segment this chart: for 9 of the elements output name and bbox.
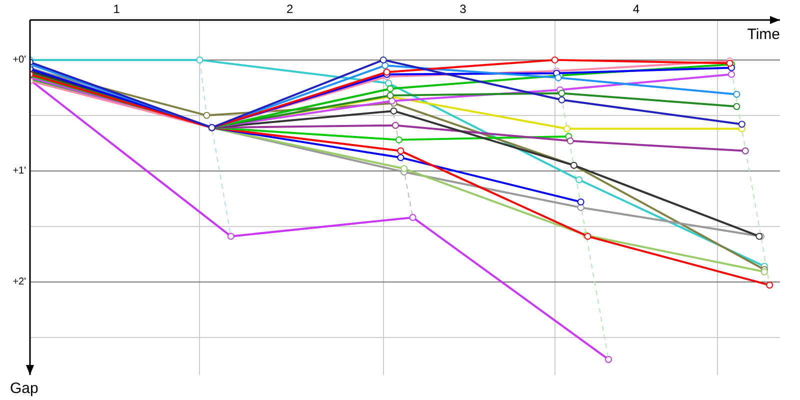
x-tick-label: 1 — [113, 2, 120, 16]
y-tick-label: +0' — [12, 54, 26, 66]
y-axis-title: Gap — [10, 380, 38, 397]
x-tick-label: 3 — [460, 2, 467, 16]
y-tick-label: +1' — [12, 166, 26, 177]
x-tick-label: 4 — [632, 2, 640, 16]
x-tick-label: 2 — [286, 2, 294, 16]
x-axis-title: Time — [747, 26, 780, 43]
y-tick-label: +2' — [12, 276, 26, 288]
